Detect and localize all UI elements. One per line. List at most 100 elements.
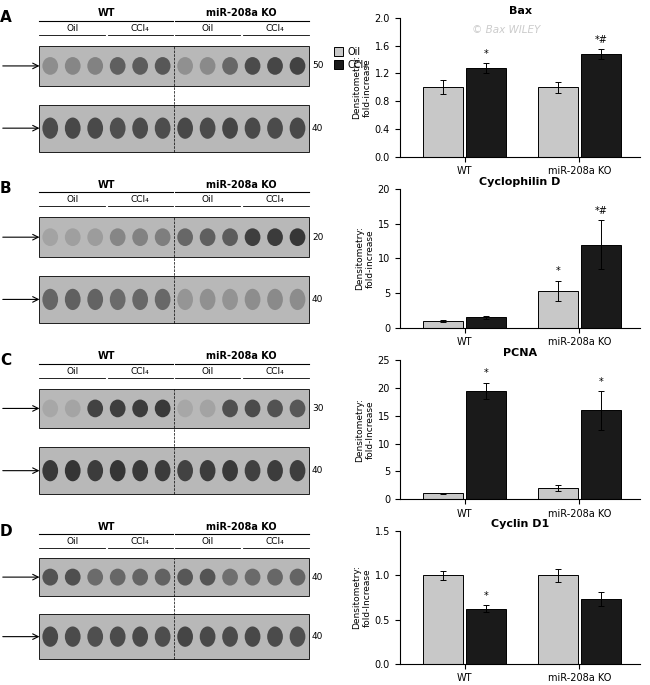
Ellipse shape <box>155 118 170 139</box>
Bar <box>39 105 309 152</box>
Text: CCl₄: CCl₄ <box>131 366 150 375</box>
Text: CCl₄: CCl₄ <box>266 366 285 375</box>
Ellipse shape <box>267 399 283 417</box>
Ellipse shape <box>87 460 103 482</box>
Text: C: C <box>0 353 11 367</box>
Text: CCl₄: CCl₄ <box>131 537 150 546</box>
Ellipse shape <box>290 57 305 75</box>
Text: 30: 30 <box>312 404 324 413</box>
Ellipse shape <box>155 569 170 586</box>
Text: Oil: Oil <box>202 24 214 33</box>
Bar <box>466 391 506 499</box>
Ellipse shape <box>42 569 58 586</box>
Ellipse shape <box>244 118 261 139</box>
Bar <box>581 599 621 664</box>
Text: 40: 40 <box>312 295 324 304</box>
Ellipse shape <box>244 289 261 310</box>
Ellipse shape <box>222 289 238 310</box>
Ellipse shape <box>110 399 125 417</box>
Bar <box>581 54 621 157</box>
Text: CCl₄: CCl₄ <box>131 24 150 33</box>
Ellipse shape <box>42 460 58 482</box>
Ellipse shape <box>65 289 81 310</box>
Text: 50: 50 <box>312 62 324 71</box>
Ellipse shape <box>290 118 305 139</box>
Bar <box>39 447 309 495</box>
Bar <box>538 488 578 499</box>
Ellipse shape <box>244 228 261 246</box>
Text: CCl₄: CCl₄ <box>266 24 285 33</box>
Ellipse shape <box>177 569 193 586</box>
Ellipse shape <box>267 289 283 310</box>
Ellipse shape <box>290 399 305 417</box>
Ellipse shape <box>87 399 103 417</box>
Ellipse shape <box>177 460 193 482</box>
Ellipse shape <box>267 460 283 482</box>
Bar <box>422 493 463 499</box>
Ellipse shape <box>65 460 81 482</box>
Text: 40: 40 <box>312 466 324 475</box>
Ellipse shape <box>290 569 305 586</box>
Title: Cyclin D1: Cyclin D1 <box>491 519 549 529</box>
Ellipse shape <box>290 460 305 482</box>
Ellipse shape <box>177 627 193 647</box>
Ellipse shape <box>155 57 170 75</box>
Ellipse shape <box>110 627 125 647</box>
Ellipse shape <box>244 569 261 586</box>
Ellipse shape <box>244 627 261 647</box>
Bar <box>39 47 309 86</box>
Bar <box>466 609 506 664</box>
Ellipse shape <box>87 289 103 310</box>
Ellipse shape <box>290 228 305 246</box>
Ellipse shape <box>42 118 58 139</box>
Bar <box>466 317 506 328</box>
Ellipse shape <box>155 228 170 246</box>
Ellipse shape <box>177 289 193 310</box>
Text: miR-208a KO: miR-208a KO <box>206 179 277 190</box>
Ellipse shape <box>177 399 193 417</box>
Ellipse shape <box>267 228 283 246</box>
Ellipse shape <box>110 57 125 75</box>
Bar <box>39 276 309 323</box>
Y-axis label: Densitometry:
fold-Increase: Densitometry: fold-Increase <box>356 398 375 462</box>
Text: 20: 20 <box>312 233 324 242</box>
Ellipse shape <box>133 399 148 417</box>
Legend: Oil, CCl₄: Oil, CCl₄ <box>330 42 371 73</box>
Ellipse shape <box>155 289 170 310</box>
Bar <box>39 218 309 257</box>
Ellipse shape <box>65 569 81 586</box>
Ellipse shape <box>110 569 125 586</box>
Text: Oil: Oil <box>202 195 214 204</box>
Ellipse shape <box>42 57 58 75</box>
Text: *: * <box>484 591 489 601</box>
Text: Oil: Oil <box>66 366 79 375</box>
Text: WT: WT <box>98 8 115 18</box>
Bar <box>39 614 309 659</box>
Text: Oil: Oil <box>66 537 79 546</box>
Ellipse shape <box>65 57 81 75</box>
Ellipse shape <box>65 228 81 246</box>
Text: *: * <box>484 369 489 378</box>
Ellipse shape <box>65 399 81 417</box>
Ellipse shape <box>177 228 193 246</box>
Text: *: * <box>599 377 603 387</box>
Ellipse shape <box>155 627 170 647</box>
Text: Oil: Oil <box>66 24 79 33</box>
Text: D: D <box>0 523 12 538</box>
Bar <box>466 68 506 157</box>
Ellipse shape <box>87 118 103 139</box>
Ellipse shape <box>87 569 103 586</box>
Ellipse shape <box>200 57 215 75</box>
Text: 40: 40 <box>312 573 324 582</box>
Text: *: * <box>556 266 560 277</box>
Ellipse shape <box>267 57 283 75</box>
Text: *#: *# <box>595 206 608 216</box>
Ellipse shape <box>222 569 238 586</box>
Ellipse shape <box>177 118 193 139</box>
Ellipse shape <box>133 228 148 246</box>
Ellipse shape <box>87 57 103 75</box>
Ellipse shape <box>42 228 58 246</box>
Ellipse shape <box>222 460 238 482</box>
Ellipse shape <box>222 399 238 417</box>
Ellipse shape <box>155 460 170 482</box>
